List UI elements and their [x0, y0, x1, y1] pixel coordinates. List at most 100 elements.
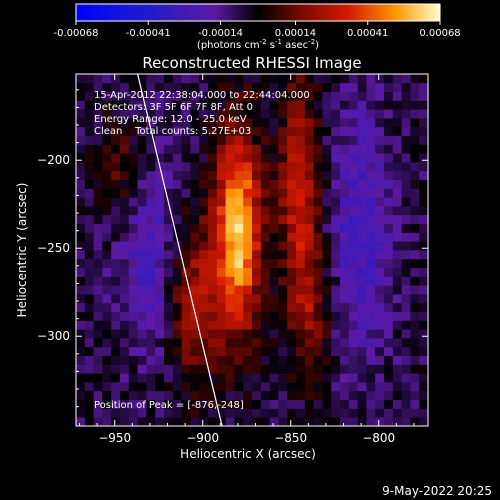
heatmap-cell	[287, 197, 297, 207]
heatmap-cell	[84, 276, 94, 286]
heatmap-cell	[331, 109, 341, 119]
heatmap-cell	[208, 100, 218, 110]
heatmap-cell	[102, 294, 112, 304]
heatmap-cell	[243, 126, 253, 136]
heatmap-cell	[172, 82, 182, 92]
heatmap-cell	[401, 320, 411, 330]
heatmap-cell	[348, 74, 358, 84]
heatmap-cell	[93, 267, 103, 277]
heatmap-cell	[331, 74, 341, 84]
heatmap-cell	[410, 179, 420, 189]
heatmap-cell	[331, 302, 341, 312]
heatmap-cell	[243, 294, 253, 304]
heatmap-cell	[199, 364, 209, 374]
heatmap-cell	[287, 320, 297, 330]
heatmap-cell	[199, 320, 209, 330]
heatmap-cell	[260, 153, 270, 163]
heatmap-cell	[216, 153, 226, 163]
heatmap-cell	[384, 162, 394, 172]
heatmap-cell	[366, 206, 376, 216]
heatmap-cell	[357, 241, 367, 251]
heatmap-cell	[199, 214, 209, 224]
heatmap-cell	[313, 258, 323, 268]
heatmap-cell	[225, 170, 235, 180]
heatmap-cell	[128, 364, 138, 374]
heatmap-cell	[260, 162, 270, 172]
heatmap-cell	[348, 267, 358, 277]
heatmap-cell	[102, 170, 112, 180]
heatmap-cell	[278, 100, 288, 110]
heatmap-cell	[234, 214, 244, 224]
heatmap-cell	[322, 320, 332, 330]
heatmap-cell	[164, 355, 174, 365]
heatmap-cell	[164, 232, 174, 242]
heatmap-cell	[278, 338, 288, 348]
heatmap-cell	[401, 417, 411, 426]
heatmap-cell	[357, 118, 367, 128]
heatmap-cell	[331, 100, 341, 110]
heatmap-cell	[208, 311, 218, 321]
heatmap-cell	[392, 82, 402, 92]
heatmap-cell	[357, 223, 367, 233]
heatmap-cell	[304, 126, 314, 136]
heatmap-cell	[260, 346, 270, 356]
heatmap-cell	[304, 188, 314, 198]
heatmap-cell	[137, 162, 147, 172]
heatmap-cell	[340, 338, 350, 348]
heatmap-cell	[392, 100, 402, 110]
heatmap-cell	[111, 250, 121, 260]
heatmap-cell	[111, 232, 121, 242]
heatmap-cell	[419, 188, 428, 198]
heatmap-cell	[375, 338, 385, 348]
heatmap-cell	[243, 91, 253, 101]
heatmap-cell	[375, 82, 385, 92]
heatmap-cell	[366, 82, 376, 92]
heatmap-cell	[225, 126, 235, 136]
heatmap-cell	[322, 170, 332, 180]
heatmap-cell	[128, 417, 138, 426]
heatmap-cell	[84, 241, 94, 251]
heatmap-cell	[340, 179, 350, 189]
heatmap-cell	[401, 162, 411, 172]
heatmap-cell	[164, 153, 174, 163]
heatmap-cell	[172, 144, 182, 154]
heatmap-cell	[208, 135, 218, 145]
heatmap-cell	[375, 162, 385, 172]
heatmap-cell	[252, 170, 262, 180]
heatmap-cell	[76, 118, 86, 128]
heatmap-cell	[252, 232, 262, 242]
heatmap-cell	[84, 162, 94, 172]
heatmap-cell	[146, 382, 156, 392]
heatmap-cell	[111, 399, 121, 409]
heatmap-cell	[252, 144, 262, 154]
heatmap-cell	[155, 329, 165, 339]
heatmap-cell	[278, 153, 288, 163]
heatmap-cell	[76, 399, 86, 409]
heatmap-cell	[278, 144, 288, 154]
heatmap-cell	[287, 294, 297, 304]
heatmap-cell	[357, 399, 367, 409]
heatmap-cell	[84, 153, 94, 163]
heatmap-cell	[278, 197, 288, 207]
heatmap-cell	[375, 408, 385, 418]
heatmap-cell	[164, 320, 174, 330]
heatmap-cell	[401, 346, 411, 356]
heatmap-cell	[199, 188, 209, 198]
heatmap-cell	[322, 109, 332, 119]
heatmap-cell	[128, 100, 138, 110]
heatmap-cell	[84, 311, 94, 321]
heatmap-cell	[401, 399, 411, 409]
heatmap-cell	[181, 355, 191, 365]
heatmap-cell	[278, 373, 288, 383]
heatmap-cell	[419, 162, 428, 172]
heatmap-cell	[287, 364, 297, 374]
heatmap-cell	[76, 135, 86, 145]
heatmap-cell	[357, 170, 367, 180]
heatmap-cell	[357, 135, 367, 145]
heatmap-cell	[269, 214, 279, 224]
heatmap-cell	[93, 311, 103, 321]
heatmap-cell	[216, 232, 226, 242]
heatmap-cell	[137, 100, 147, 110]
heatmap-cell	[146, 364, 156, 374]
heatmap-cell	[357, 91, 367, 101]
